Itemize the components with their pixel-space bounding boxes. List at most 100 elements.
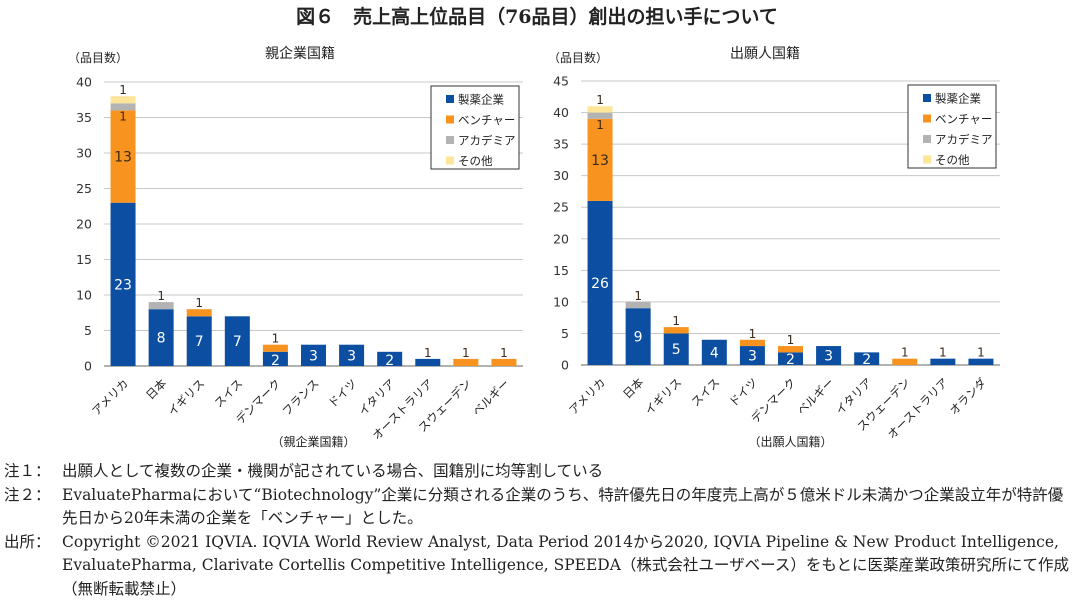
legend-label: アカデミア [935, 133, 993, 147]
y-tick-label: 10 [76, 288, 92, 303]
data-label: 1 [977, 346, 985, 360]
x-tick-label: スイス [688, 375, 722, 409]
data-label: 1 [749, 327, 757, 341]
legend-swatch [446, 115, 454, 124]
bar-segment-pharma [148, 309, 174, 366]
data-label: 13 [114, 150, 132, 166]
bar-segment-pharma [587, 200, 613, 365]
bar-segment-academia [625, 301, 651, 309]
bar-segment-other [587, 106, 613, 113]
bar-segment-pharma [625, 308, 651, 365]
legend-swatch [923, 94, 931, 102]
y-tick-label: 35 [76, 110, 92, 125]
bar-segment-pharma [415, 358, 441, 366]
x-tick-label: イギリス [642, 375, 684, 417]
bar-segment-pharma [224, 316, 250, 366]
data-label: 1 [901, 346, 909, 360]
bar-segment-pharma [701, 339, 727, 365]
y-tick-label: 35 [553, 137, 569, 152]
data-label: 7 [195, 334, 204, 350]
x-tick-label: イギリス [165, 376, 207, 418]
data-label: 3 [824, 349, 833, 365]
x-tick-label: ドイツ [726, 375, 760, 409]
bar-segment-pharma [301, 344, 326, 366]
y-tick-label: 40 [553, 105, 569, 120]
chart-title: 出願人国籍 [730, 45, 800, 62]
y-tick-label: 0 [561, 358, 569, 373]
data-label: 1 [119, 109, 127, 123]
y-tick-label: 30 [76, 146, 92, 161]
legend-box [907, 84, 997, 169]
data-label: 1 [596, 93, 604, 107]
y-tick-label: 45 [553, 74, 569, 89]
legend-swatch [446, 95, 454, 103]
bar-segment-venture [892, 358, 918, 365]
data-label: 1 [500, 346, 508, 360]
y-tick-label: 15 [76, 252, 92, 267]
bar-segment-academia [110, 103, 136, 111]
x-tick-label: スイス [211, 376, 245, 410]
note-text: 出願人として複数の企業・機関が記されている場合、国籍別に均等割している [62, 462, 604, 480]
legend-swatch [446, 136, 454, 144]
bar-segment-pharma [930, 358, 956, 365]
legend-box [430, 85, 520, 170]
bar-segment-pharma [377, 351, 403, 366]
y-tick-label: 20 [76, 217, 92, 232]
y-tick-label: 15 [553, 263, 569, 278]
x-tick-label: 日本 [620, 375, 647, 402]
note-1: 注１： 出願人として複数の企業・機関が記されている場合、国籍別に均等割している [4, 460, 1070, 484]
bar-segment-venture [110, 110, 136, 203]
bar-segment-other [110, 96, 136, 104]
y-tick-label: 5 [84, 323, 92, 338]
x-tick-label: ベルギー [470, 376, 512, 418]
y-tick-label: 40 [76, 75, 92, 90]
legend-label: ベンチャー [935, 112, 992, 126]
bar-segment-pharma [968, 358, 994, 365]
data-label: 4 [710, 345, 719, 361]
bar-segment-pharma [339, 344, 365, 366]
data-label: 1 [634, 289, 642, 303]
data-label: 1 [157, 289, 165, 303]
y-tick-label: 10 [553, 294, 569, 309]
y-tick-label: 5 [561, 326, 569, 341]
bar-segment-academia [587, 112, 613, 119]
figure-title: 図６ 売上高上位品目（76品目）創出の担い手について [296, 6, 778, 28]
bar-segment-venture [453, 358, 479, 366]
notes: 注１： 出願人として複数の企業・機関が記されている場合、国籍別に均等割している … [4, 460, 1070, 601]
data-label: 1 [596, 118, 604, 132]
bar-segment-venture [491, 358, 517, 366]
legend-swatch [923, 114, 931, 123]
x-tick-label: ドイツ [325, 376, 359, 410]
bar-segment-pharma [739, 346, 765, 365]
legend-label: その他 [935, 153, 970, 167]
data-label: 3 [347, 348, 356, 364]
chart-title: 親企業国籍 [265, 45, 335, 62]
y-tick-label: 0 [84, 359, 92, 374]
legend-swatch [923, 135, 931, 143]
bar-segment-pharma [186, 316, 212, 366]
x-tick-label: アメリカ [566, 375, 608, 417]
legend-label: 製薬企業 [458, 93, 504, 107]
note-text: EvaluatePharmaにおいて“Biotechnology”企業に分類され… [62, 485, 1064, 528]
y-tick-label: 20 [553, 231, 569, 246]
legend-label: ベンチャー [458, 113, 515, 127]
data-label: 26 [591, 276, 609, 292]
legend-swatch [446, 156, 454, 165]
legend-swatch [923, 155, 931, 164]
legend-label: その他 [458, 154, 493, 168]
bar-segment-pharma [663, 333, 689, 365]
bar-segment-venture [739, 339, 765, 347]
data-label: 13 [591, 153, 609, 169]
x-tick-label: オランダ [947, 375, 990, 418]
data-label: 23 [114, 277, 132, 293]
source-note: 出所： Copyright ©2021 IQVIA. IQVIA World R… [4, 531, 1070, 602]
x-tick-label: アメリカ [89, 376, 131, 418]
y-axis-label: （品目数） [68, 50, 128, 65]
data-label: 3 [309, 348, 318, 364]
note-2: 注２： EvaluatePharmaにおいて“Biotechnology”企業に… [4, 484, 1070, 531]
y-axis-label: （品目数） [548, 50, 608, 65]
y-tick-label: 30 [553, 168, 569, 183]
x-tick-label: フランス [279, 376, 321, 418]
data-label: 1 [787, 333, 795, 347]
bar-segment-venture [778, 346, 803, 353]
